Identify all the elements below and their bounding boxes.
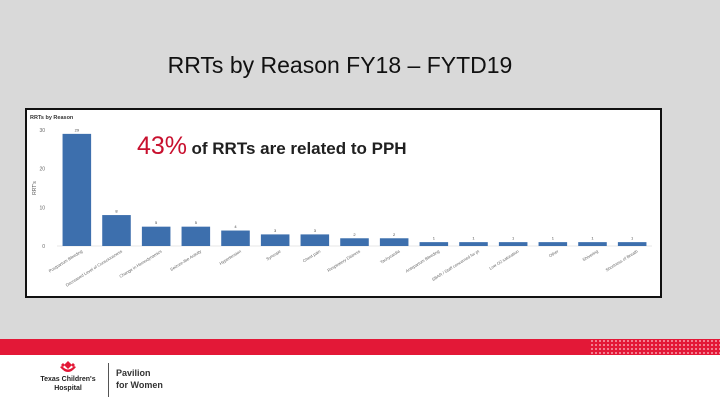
x-tick-label: Respiratory Distress — [326, 249, 361, 273]
logo-hospital-name: Texas Children's Hospital — [28, 375, 108, 393]
logo-line-1: Texas Children's — [40, 376, 96, 383]
bar-data-label: 1 — [591, 236, 594, 241]
bar — [141, 226, 171, 246]
bar-data-label: 2 — [393, 232, 396, 237]
bar-data-label: 5 — [195, 220, 198, 225]
y-tick-label: 10 — [39, 205, 45, 211]
callout-description: of RRTs are related to PPH — [191, 139, 407, 158]
bar-data-label: 2 — [353, 232, 356, 237]
bar — [62, 133, 92, 246]
bar-data-label: 3 — [314, 228, 317, 233]
logo-pavilion-line-2: for Women — [116, 380, 163, 390]
y-axis-label: RRT's — [32, 181, 38, 195]
logo-divider — [108, 363, 109, 397]
x-tick-label: Shortness of Breath — [605, 248, 640, 272]
chart-title: RRTs by Reason — [30, 115, 74, 121]
slide-title: RRTs by Reason FY18 – FYTD19 — [167, 52, 513, 78]
x-tick-label: Change in Hemodynamics — [118, 249, 162, 279]
x-tick-label: Shivering — [582, 248, 600, 262]
hospital-logo-icon — [60, 361, 76, 372]
x-tick-label: Hypertension — [218, 248, 242, 266]
bar-data-label: 1 — [512, 236, 515, 241]
bar-data-label: 1 — [433, 236, 436, 241]
bar-data-label: 8 — [115, 209, 118, 214]
y-tick-label: 20 — [39, 167, 45, 173]
bar — [617, 242, 647, 246]
x-tick-label: Low O2 saturation — [488, 248, 520, 271]
logo-line-2: Hospital — [54, 385, 82, 392]
bar — [379, 238, 409, 246]
bar — [578, 242, 607, 246]
bar — [181, 226, 211, 246]
y-tick-label: 30 — [39, 128, 45, 134]
callout-text: 43% of RRTs are related to PPH — [137, 132, 407, 161]
logo-pavilion: Pavilion for Women — [116, 367, 163, 391]
footer: Texas Children's Hospital Pavilion for W… — [0, 355, 720, 405]
x-tick-label: Seizure-like Activity — [169, 248, 203, 272]
stripe-dot-pattern — [590, 339, 720, 355]
x-tick-label: Antepartum Bleeding — [405, 248, 441, 273]
callout-percent: 43% — [137, 132, 188, 160]
y-tick-label: 0 — [42, 244, 45, 250]
bar-chart: RRTs by Reason RRT's 0 10 20 30 29 Postpartum B… — [30, 115, 652, 288]
x-tick-label: Chest pain — [302, 248, 322, 263]
x-tick-label: Syncope — [265, 248, 282, 261]
bar — [419, 242, 449, 246]
bar — [221, 230, 250, 246]
bar — [538, 242, 568, 246]
bar — [260, 234, 290, 246]
chart-panel: RRTs by Reason RRT's 0 10 20 30 29 Postpartum B… — [25, 108, 662, 298]
x-tick-label: Tachycardia — [379, 248, 401, 264]
bar — [498, 242, 528, 246]
bar-data-label: 1 — [472, 236, 475, 241]
brand-stripe — [0, 339, 720, 355]
bar-data-label: 29 — [75, 127, 80, 132]
bar — [340, 238, 369, 246]
x-tick-label: Other — [548, 248, 560, 258]
bar — [300, 234, 330, 246]
bar-data-label: 4 — [234, 224, 237, 229]
bar — [459, 242, 488, 246]
bar — [102, 215, 131, 246]
bar-data-label: 5 — [155, 220, 158, 225]
logo-pavilion-line-1: Pavilion — [116, 368, 151, 378]
bar-data-label: 3 — [274, 228, 277, 233]
bar-data-label: 1 — [552, 236, 555, 241]
x-tick-label: Postpartum Bleeding — [48, 248, 84, 273]
bar-data-label: 1 — [631, 236, 634, 241]
